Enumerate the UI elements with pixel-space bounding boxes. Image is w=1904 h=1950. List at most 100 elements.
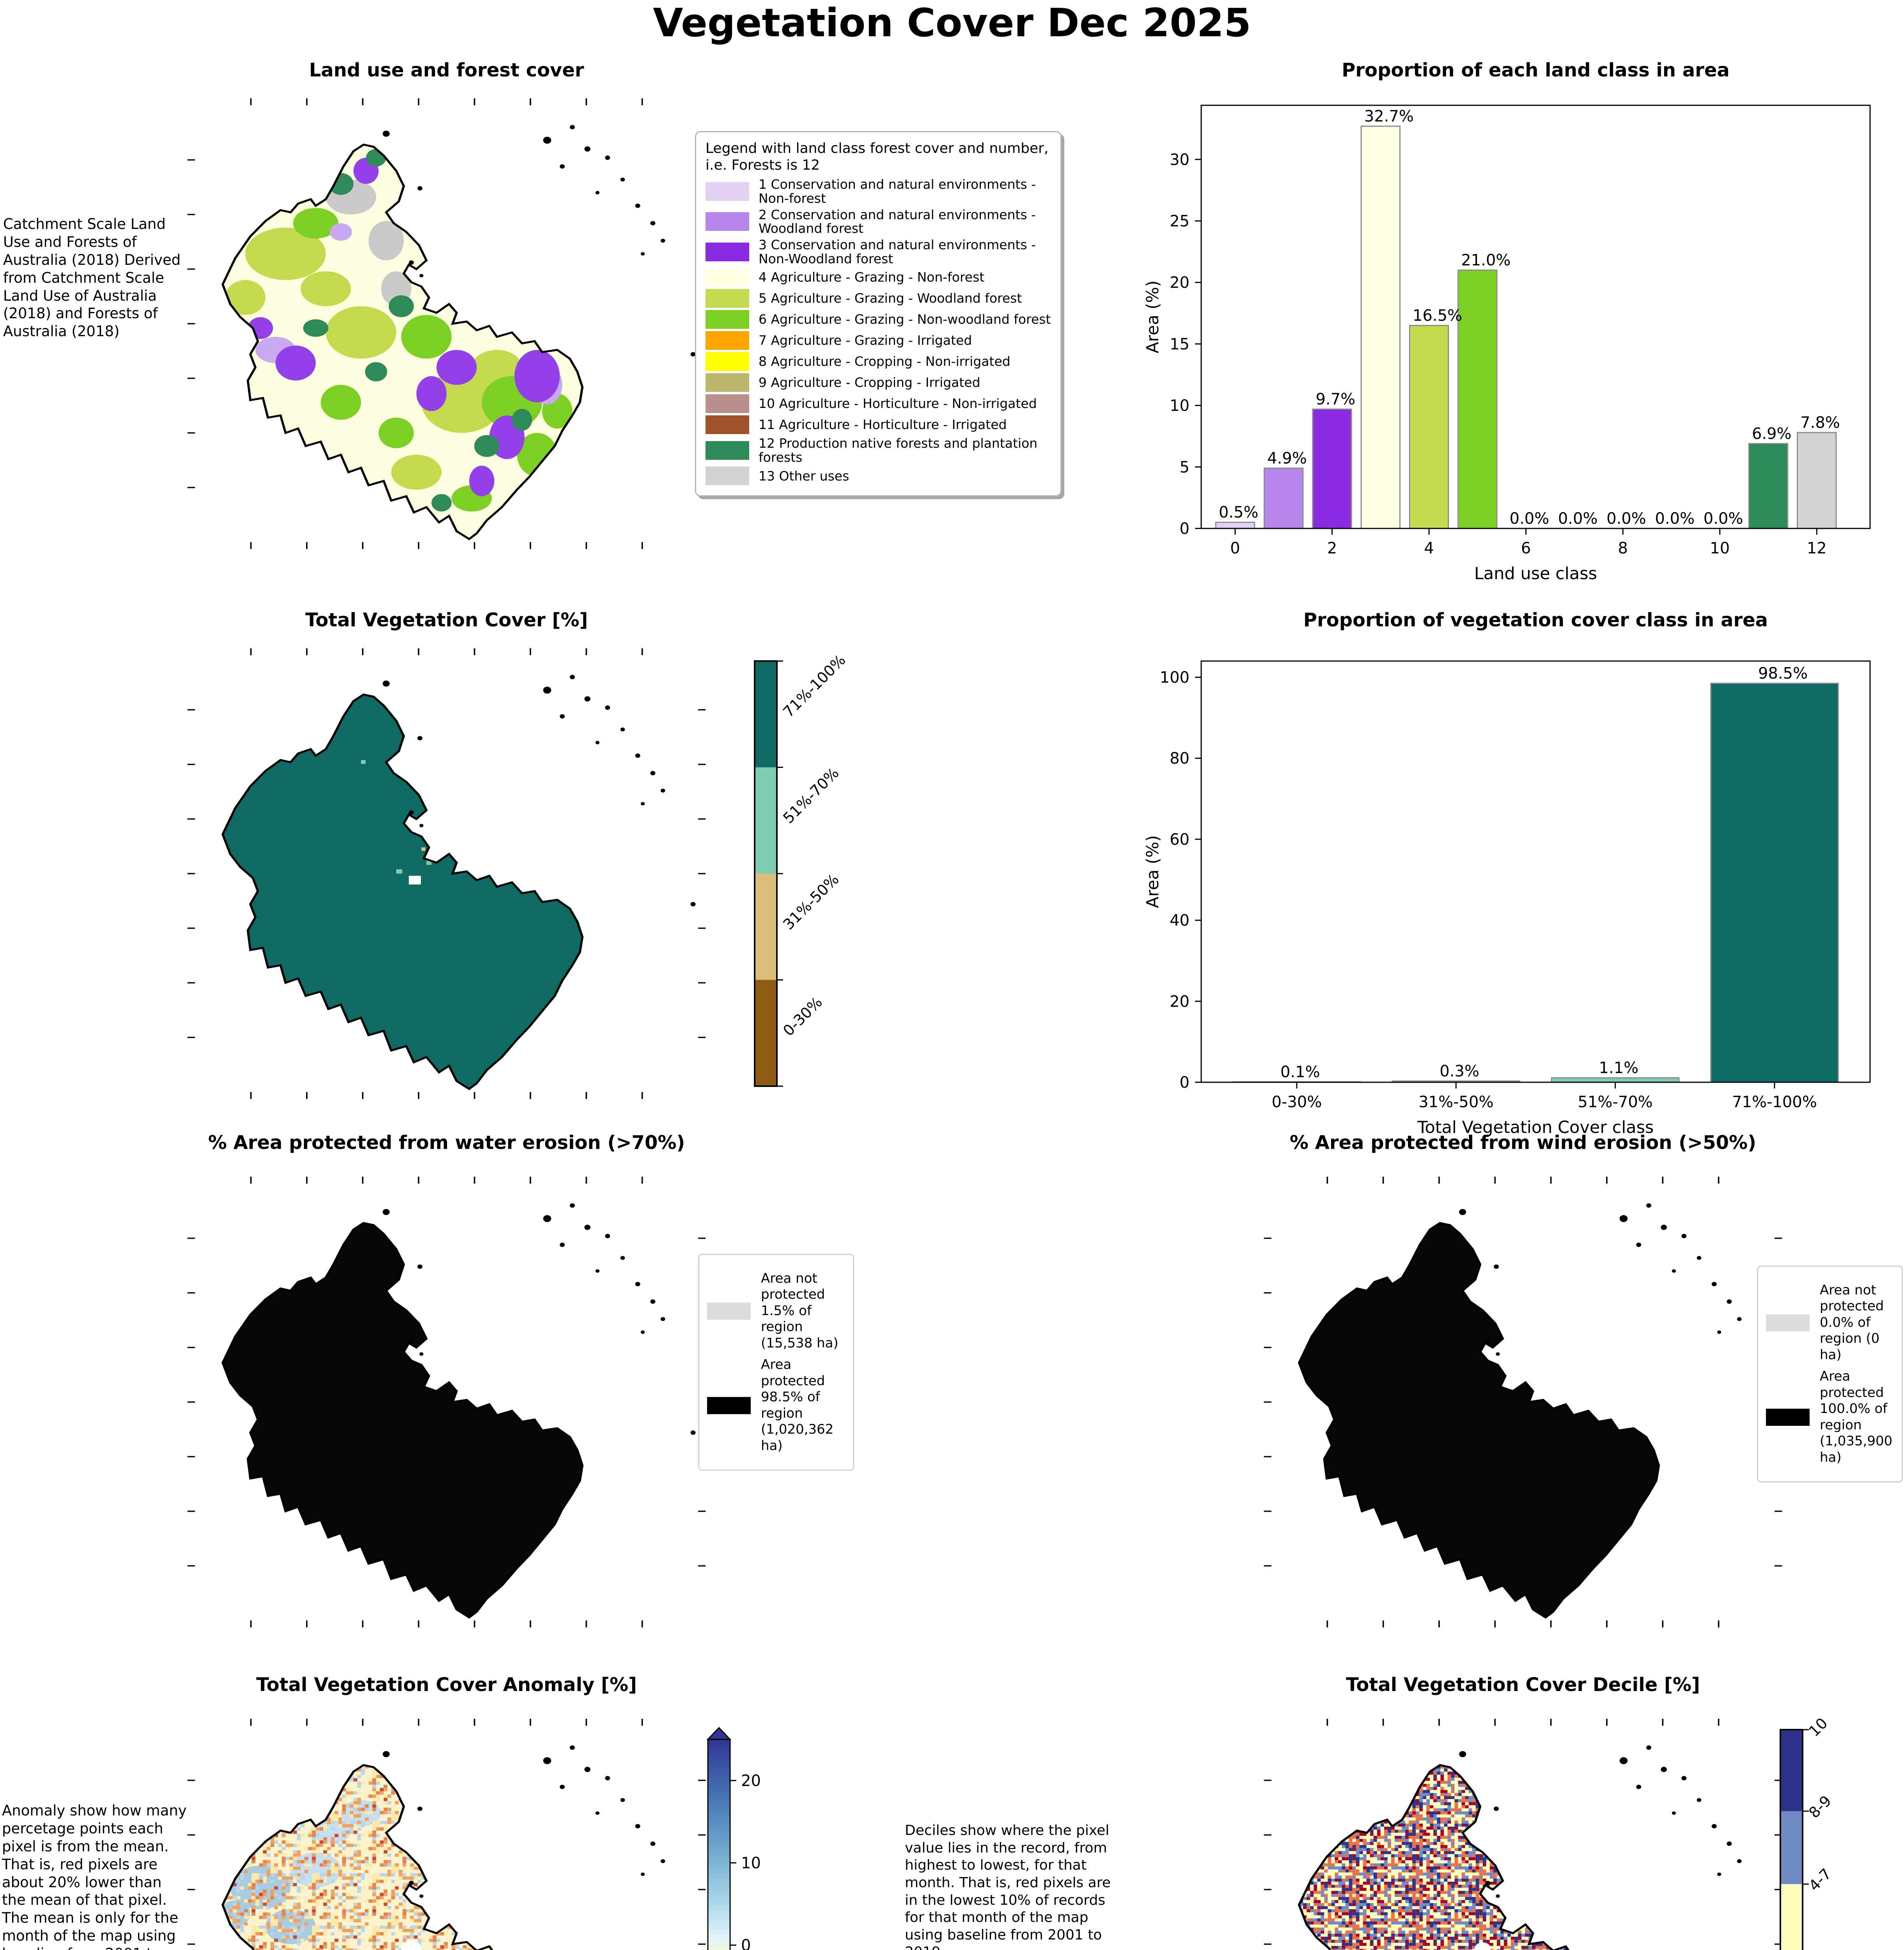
anomaly-note: Anomaly show how many percetage points e… [2,1802,187,1950]
land-class-label: 5 Agriculture - Grazing - Woodland fores… [759,291,1022,306]
land-class-item: 6 Agriculture - Grazing - Non-woodland f… [706,310,1051,329]
not-protected-swatch [1766,1314,1810,1331]
land-class-label: 6 Agriculture - Grazing - Non-woodland f… [759,312,1051,327]
svg-text:15: 15 [1170,335,1190,353]
land-class-swatch [706,352,749,371]
not-protected-swatch [707,1302,751,1320]
land-class-swatch [706,289,749,308]
svg-text:1.1%: 1.1% [1599,1059,1639,1077]
svg-text:8-9: 8-9 [1805,1792,1835,1821]
land-class-label: 1 Conservation and natural environments … [759,177,1036,206]
land-class-label: 11 Agriculture - Horticulture - Irrigate… [759,417,1007,433]
land-class-item: 5 Agriculture - Grazing - Woodland fores… [706,289,1051,308]
land-use-patches [225,149,573,512]
panel-title-veg-cover-map: Total Vegetation Cover [%] [305,609,588,631]
svg-text:20: 20 [741,1772,761,1790]
page-title: Vegetation Cover Dec 2025 [653,0,1251,46]
svg-text:0.5%: 0.5% [1219,503,1259,521]
legend-item: Area not protected 1.5% of region (15,53… [707,1271,845,1351]
land-class-item: 3 Conservation and natural environments … [706,238,1051,266]
decile-map [1264,1719,1782,1950]
svg-text:4-7: 4-7 [1805,1865,1835,1894]
wind-erosion-legend: Area not protected 0.0% of region (0 ha)… [1757,1266,1903,1483]
svg-text:6: 6 [1521,539,1531,557]
not-protected-label: Area not protected 0.0% of region (0 ha) [1820,1282,1884,1363]
svg-text:7.8%: 7.8% [1800,414,1840,432]
svg-text:20: 20 [1170,274,1190,292]
svg-text:0-30%: 0-30% [1272,1093,1322,1111]
svg-text:Area (%): Area (%) [1143,835,1163,908]
svg-text:4: 4 [1424,539,1434,557]
land-class-label: 8 Agriculture - Cropping - Non-irrigated [759,354,1011,369]
panel-title-wind-erosion: % Area protected from wind erosion (>50%… [1289,1132,1757,1154]
svg-text:31%-50%: 31%-50% [780,870,842,933]
land-class-swatch [706,373,749,392]
land-class-item: 1 Conservation and natural environments … [706,177,1051,205]
land-class-item: 13 Other uses [706,466,1051,486]
land-class-swatch [706,310,749,329]
land-class-swatch [706,466,749,486]
protected-label: Area protected 100.0% of region (1,035,9… [1820,1369,1893,1465]
land-class-label: 3 Conservation and natural environments … [759,237,1036,266]
veg-cover-map [187,648,706,1099]
land-class-item: 9 Agriculture - Cropping - Irrigated [706,373,1051,392]
decile-colorbar: 108-94-72-31 [1780,1714,1835,1950]
land-class-item: 10 Agriculture - Horticulture - Non-irri… [706,394,1051,413]
svg-text:10: 10 [1805,1714,1831,1740]
land-class-swatch [706,331,749,350]
svg-text:71%-100%: 71%-100% [780,651,849,720]
land-class-item: 7 Agriculture - Grazing - Irrigated [706,331,1051,350]
land-use-map [187,98,706,549]
panel-title-water-erosion: % Area protected from water erosion (>70… [208,1132,685,1154]
svg-text:Land use class: Land use class [1474,564,1597,583]
land-class-label: 2 Conservation and natural environments … [759,207,1036,236]
legend-item: Area not protected 0.0% of region (0 ha) [1766,1282,1894,1363]
land-use-legend: Legend with land class forest cover and … [695,131,1062,497]
land-class-label: 7 Agriculture - Grazing - Irrigated [759,333,972,348]
land-class-item: 12 Production native forests and plantat… [706,436,1051,464]
veg-cover-colorbar: 71%-100% 51%-70% 31%-50% 0-30% [754,651,849,1087]
legend-item: Area protected 100.0% of region (1,035,9… [1766,1369,1894,1466]
water-erosion-map [187,1177,706,1627]
svg-text:21.0%: 21.0% [1461,252,1510,269]
land-class-swatch [706,415,749,434]
anomaly-map [187,1719,706,1950]
land-class-label: 4 Agriculture - Grazing - Non-forest [759,269,985,285]
svg-text:0.1%: 0.1% [1280,1063,1320,1081]
land-class-swatch [706,242,749,261]
legend-item: Area protected 98.5% of region (1,020,36… [707,1357,845,1454]
land-class-bar-chart: 0 5 10 15 20 25 30 0 2 4 6 8 10 12 0.5% 4.9% 9.7% 32.7% 16… [1143,105,1871,583]
svg-text:10: 10 [1170,397,1190,415]
svg-text:51%-70%: 51%-70% [1578,1093,1653,1111]
land-class-item: 8 Agriculture - Cropping - Non-irrigated [706,352,1051,371]
panel-title-anomaly: Total Vegetation Cover Anomaly [%] [256,1674,637,1696]
not-protected-label: Area not protected 1.5% of region (15,53… [761,1271,839,1351]
svg-text:6.9%: 6.9% [1752,425,1792,443]
protected-label: Area protected 98.5% of region (1,020,36… [761,1357,834,1454]
svg-text:30: 30 [1170,151,1190,169]
land-class-label: 13 Other uses [759,468,849,484]
svg-text:31%-50%: 31%-50% [1418,1093,1493,1111]
svg-text:0.0%: 0.0% [1655,510,1695,528]
svg-text:8: 8 [1618,539,1627,557]
svg-text:0: 0 [1230,539,1240,557]
land-use-legend-title: Legend with land class forest cover and … [706,140,1049,174]
svg-text:Total Vegetation Cover class: Total Vegetation Cover class [1417,1118,1654,1137]
land-class-item: 11 Agriculture - Horticulture - Irrigate… [706,415,1051,434]
land-class-swatch [706,394,749,413]
panel-title-decile: Total Vegetation Cover Decile [%] [1346,1674,1700,1696]
svg-text:10: 10 [1710,539,1730,557]
svg-text:71%-100%: 71%-100% [1732,1093,1817,1111]
svg-text:0.0%: 0.0% [1704,510,1743,528]
protected-swatch [1766,1408,1810,1426]
svg-text:60: 60 [1170,831,1190,849]
land-class-item: 4 Agriculture - Grazing - Non-forest [706,268,1051,287]
svg-text:0.0%: 0.0% [1558,510,1598,528]
land-class-swatch [706,441,749,460]
svg-text:32.7%: 32.7% [1364,108,1414,126]
land-class-label: 12 Production native forests and plantat… [759,436,1038,465]
land-class-swatch [706,182,749,201]
veg-class-bar-chart: 0 20 40 60 80 100 0-30% 31%-50% 51%-70% 71%-100% 0… [1143,660,1871,1137]
svg-text:100: 100 [1160,669,1190,687]
